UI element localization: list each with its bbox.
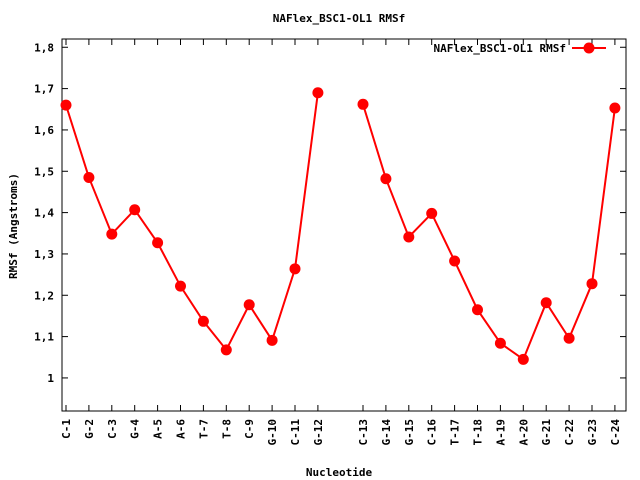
y-tick-label: 1,5 [34, 165, 54, 178]
x-tick-label: T-18 [472, 419, 485, 446]
data-point [426, 207, 438, 219]
data-point [60, 99, 72, 111]
axis-ticks: 1 1,1 1,2 1,3 1,4 1,5 1,6 1,7 1,8 C-1 G-2 C-3 G-4 A-5… [34, 39, 626, 446]
legend-label: NAFlex_BSC1-OL1 RMSf [434, 42, 566, 55]
x-tick-label: C-13 [357, 419, 370, 446]
series-layer [60, 87, 621, 365]
data-point [289, 263, 301, 275]
y-tick-label: 1 [47, 372, 54, 385]
x-tick-label: G-14 [380, 419, 393, 446]
data-point [609, 102, 621, 114]
data-point [129, 204, 141, 216]
x-tick-label: C-24 [609, 419, 622, 446]
y-tick-label: 1,3 [34, 248, 54, 261]
series-line-strand-2 [362, 104, 616, 361]
data-point [175, 280, 186, 292]
x-tick-label: C-9 [243, 419, 256, 439]
data-point [380, 173, 392, 185]
x-tick-label: A-5 [152, 419, 165, 439]
x-tick-label: T-8 [220, 419, 233, 439]
x-tick-label: A-20 [517, 419, 530, 446]
y-tick-label: 1,8 [34, 41, 54, 54]
y-tick-label: 1,4 [34, 207, 54, 220]
x-tick-label: C-16 [426, 419, 439, 446]
x-tick-label: G-4 [129, 419, 142, 439]
x-tick-label: G-2 [83, 419, 96, 439]
x-tick-label: G-10 [266, 419, 279, 446]
y-axis-label: RMSf (Angstroms) [7, 173, 20, 279]
data-point [449, 255, 461, 267]
x-tick-label: C-11 [289, 419, 302, 446]
data-point [152, 237, 164, 249]
data-point [540, 297, 552, 309]
data-point [312, 87, 324, 99]
data-point [403, 231, 415, 243]
x-tick-label: G-12 [312, 419, 325, 446]
x-tick-label: T-17 [449, 419, 462, 446]
data-point [243, 299, 255, 311]
data-point [266, 334, 278, 346]
chart-title: NAFlex_BSC1-OL1 RMSf [273, 12, 405, 25]
x-tick-label: C-3 [106, 419, 119, 439]
x-tick-label: G-23 [586, 419, 599, 446]
data-point [472, 304, 483, 316]
data-point [197, 315, 209, 327]
x-tick-label: G-15 [403, 419, 416, 446]
x-tick-label: T-7 [197, 419, 210, 439]
data-point [517, 353, 529, 365]
x-tick-label: C-1 [60, 419, 73, 439]
data-point [494, 337, 506, 349]
data-point [106, 228, 118, 240]
x-tick-label: A-19 [494, 419, 507, 446]
y-tick-label: 1,1 [34, 331, 54, 344]
x-tick-label: C-22 [563, 419, 576, 446]
x-tick-label: G-21 [540, 419, 553, 446]
data-point [357, 98, 369, 110]
data-point [586, 278, 598, 290]
y-tick-label: 1,7 [34, 83, 54, 96]
x-tick-label: A-6 [175, 419, 188, 439]
legend: NAFlex_BSC1-OL1 RMSf [434, 42, 606, 55]
data-point [83, 171, 95, 183]
data-point [220, 344, 232, 356]
y-tick-label: 1,6 [34, 124, 54, 137]
x-axis-label: Nucleotide [306, 466, 373, 479]
y-tick-label: 1,2 [34, 289, 54, 302]
series-line-strand-1 [65, 92, 319, 352]
legend-marker [583, 42, 595, 54]
plot-frame [61, 38, 627, 412]
data-point [563, 332, 575, 344]
